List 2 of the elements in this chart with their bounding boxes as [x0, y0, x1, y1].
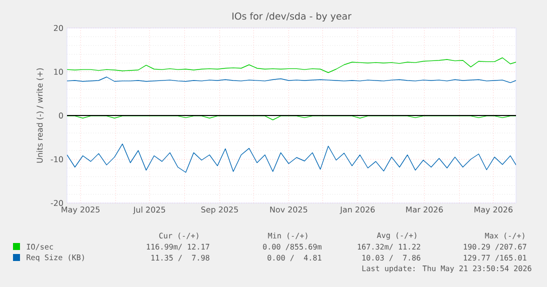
line-series — [67, 144, 516, 173]
chart-title: IOs for /dev/sda - by year — [232, 12, 352, 22]
